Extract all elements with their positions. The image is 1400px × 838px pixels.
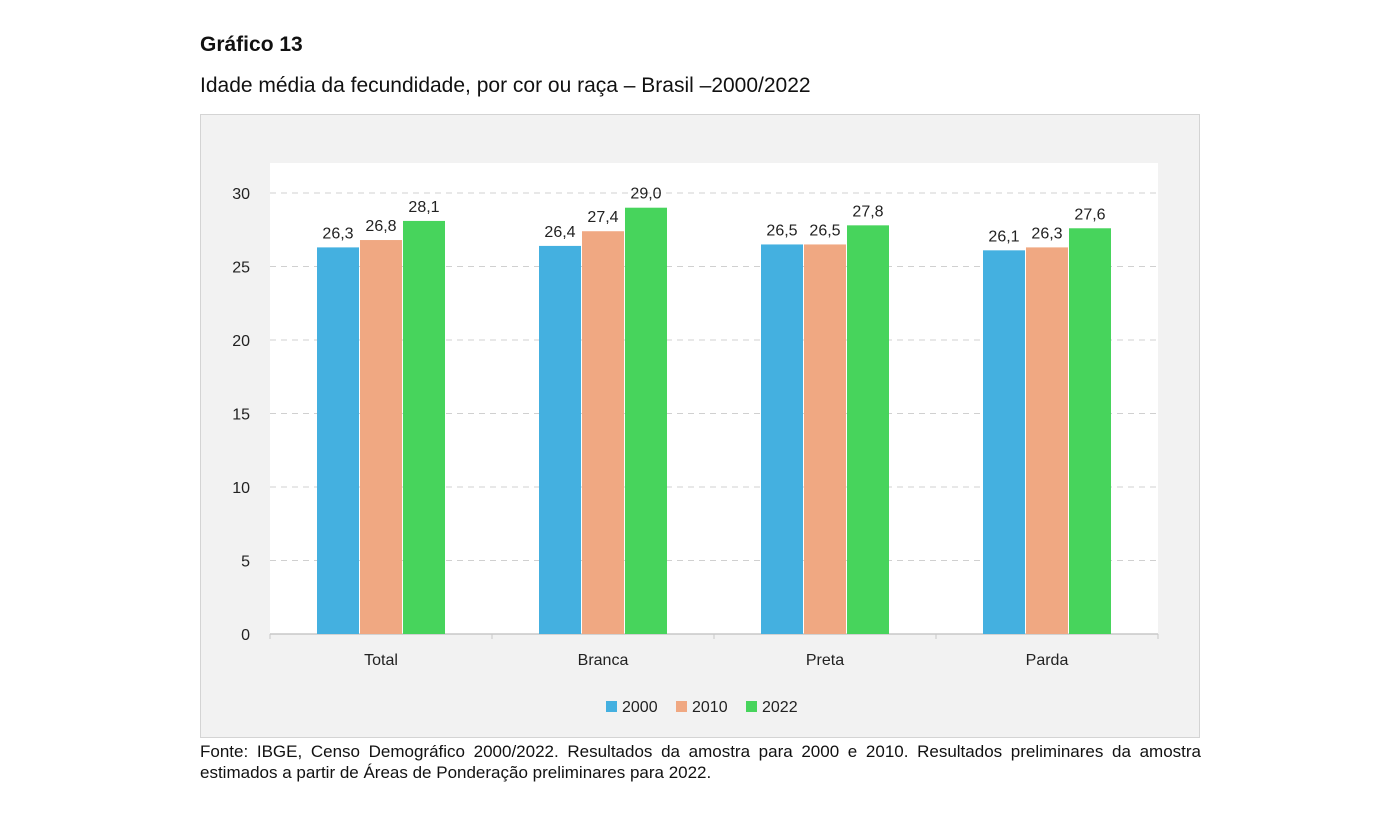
legend-item-2022: 2022 — [746, 699, 798, 716]
data-label: 26,3 — [1031, 225, 1062, 242]
source-note: Fonte: IBGE, Censo Demográfico 2000/2022… — [200, 742, 1201, 782]
legend-swatch — [606, 701, 617, 712]
legend-item-2010: 2010 — [676, 699, 728, 716]
category-label-parda: Parda — [1026, 652, 1069, 669]
data-label: 27,8 — [852, 203, 883, 220]
legend-label: 2000 — [622, 699, 658, 716]
data-label: 26,5 — [809, 222, 840, 239]
data-label: 26,4 — [544, 224, 575, 241]
category-label-preta: Preta — [806, 652, 844, 669]
data-label: 26,5 — [766, 222, 797, 239]
y-tick-label: 0 — [241, 627, 250, 644]
data-label: 26,3 — [322, 225, 353, 242]
data-label: 27,6 — [1074, 206, 1105, 223]
y-tick-label: 10 — [232, 480, 250, 497]
y-tick-label: 25 — [232, 260, 250, 277]
bar-2000-preta — [761, 244, 803, 634]
y-tick-label: 15 — [232, 407, 250, 424]
chart-frame: 0 5 10 15 20 25 30 26,3 26,8 28,1 Total 26,4 27,4 29,… — [200, 114, 1200, 738]
figure-label: Gráfico 13 — [200, 33, 303, 56]
data-label: 26,1 — [988, 228, 1019, 245]
data-label: 28,1 — [408, 199, 439, 216]
y-tick-label: 20 — [232, 333, 250, 350]
bar-2000-parda — [983, 250, 1025, 634]
y-tick-label: 5 — [241, 554, 250, 571]
legend-item-2000: 2000 — [606, 699, 658, 716]
figure-title: Idade média da fecundidade, por cor ou r… — [200, 74, 811, 97]
bar-2022-preta — [847, 225, 889, 634]
data-label: 26,8 — [365, 218, 396, 235]
y-tick-label: 30 — [232, 186, 250, 203]
category-label-total: Total — [364, 652, 398, 669]
bar-2000-total — [317, 247, 359, 634]
bar-2010-total — [360, 240, 402, 634]
legend-swatch — [676, 701, 687, 712]
legend-label: 2022 — [762, 699, 798, 716]
bar-2010-preta — [804, 244, 846, 634]
bar-2010-branca — [582, 231, 624, 634]
bar-2022-total — [403, 220, 445, 634]
category-label-branca: Branca — [578, 652, 629, 669]
data-label: 29,0 — [630, 186, 661, 203]
bar-2000-branca — [539, 245, 581, 635]
bar-chart: 0 5 10 15 20 25 30 26,3 26,8 28,1 Total 26,4 27,4 29,… — [232, 163, 1159, 716]
data-label: 27,4 — [587, 209, 618, 226]
bar-2022-parda — [1069, 228, 1111, 634]
legend-label: 2010 — [692, 699, 728, 716]
bar-2022-branca — [625, 207, 667, 634]
legend-swatch — [746, 701, 757, 712]
bar-2010-parda — [1026, 247, 1068, 634]
